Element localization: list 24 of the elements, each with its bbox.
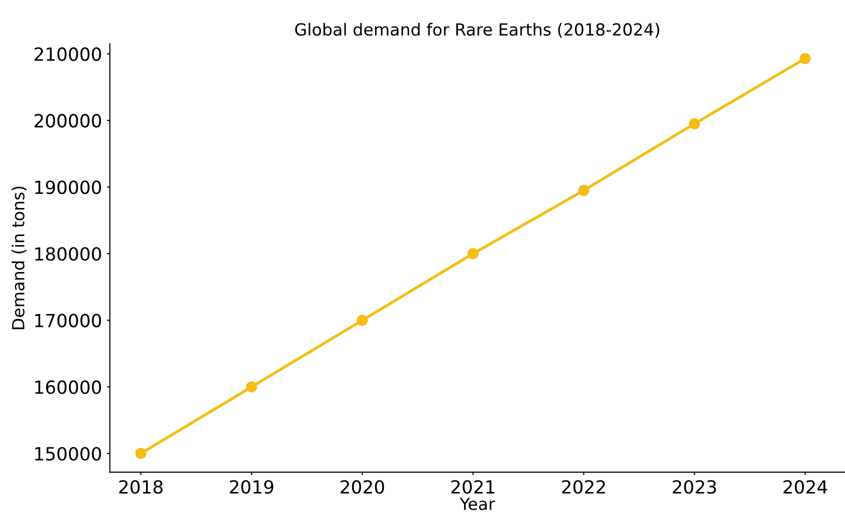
x-tick-label: 2021: [451, 480, 494, 494]
y-tick-label: 210000: [34, 47, 102, 61]
point: [356, 314, 368, 326]
y-tick-label: 150000: [35, 446, 102, 461]
y-axis-title: Demand (in tons): [12, 186, 26, 330]
point: [800, 52, 811, 64]
y-tick-label: 190000: [35, 180, 102, 194]
x-tick-label: 2020: [340, 480, 384, 494]
x-axis-title: Year: [460, 498, 496, 510]
y-tick-label: 160000: [35, 380, 102, 394]
y-tick-label: 200000: [34, 114, 102, 128]
x-tick-label: 2019: [230, 480, 274, 494]
point: [135, 448, 146, 460]
chart-title: Global demand for Rare Earths (2018-2024): [295, 22, 660, 38]
point: [578, 184, 590, 196]
point: [688, 118, 700, 130]
x-tick-label: 2022: [562, 480, 605, 494]
point: [246, 381, 258, 392]
point: [467, 248, 479, 260]
y-tick-label: 170000: [35, 314, 102, 328]
y-tick-label: 180000: [35, 247, 102, 261]
x-tick-label: 2023: [672, 480, 716, 494]
x-tick-label: 2024: [783, 480, 828, 494]
x-tick-label: 2018: [119, 480, 163, 494]
